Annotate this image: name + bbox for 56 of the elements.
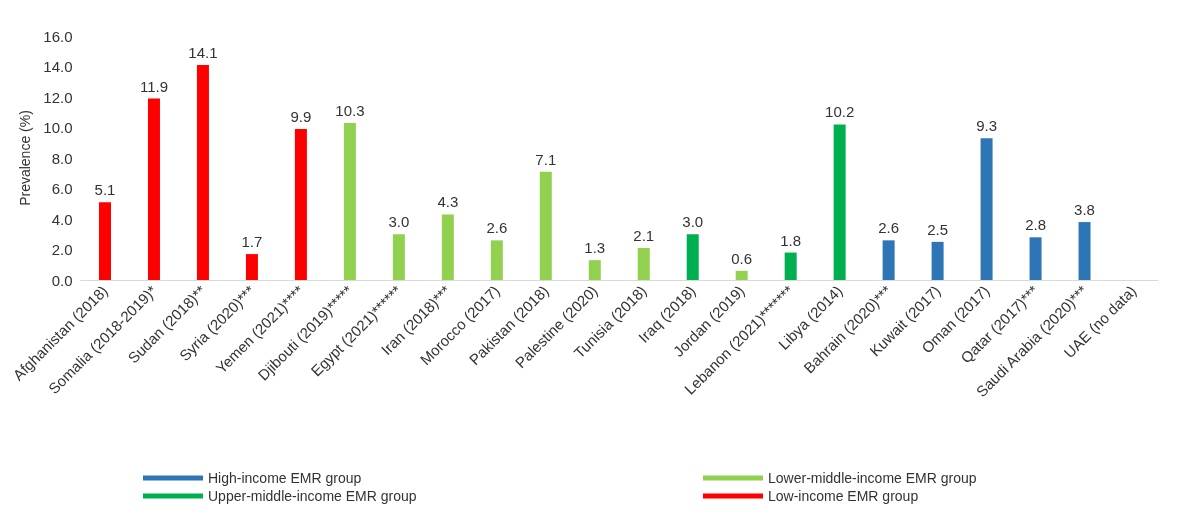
bar [99,202,111,280]
data-label: 1.3 [584,239,606,257]
data-label: 9.9 [290,108,312,126]
legend-label: Upper-middle-income EMR group [208,488,417,504]
data-label: 2.8 [1025,216,1046,234]
bar [686,234,699,280]
data-label: 2.1 [633,226,655,244]
data-label: 3.0 [388,213,410,231]
bar [343,122,356,280]
y-tick-label: 6.0 [51,180,73,197]
bar [490,240,503,280]
bar [931,241,944,280]
bar [784,252,797,280]
bar [637,247,650,280]
y-tick-label: 8.0 [51,149,73,167]
data-label: 0.6 [731,249,753,267]
data-label: 4.3 [437,193,459,211]
data-label: 1.8 [780,231,802,249]
bar [147,98,160,280]
data-label: 5.1 [94,181,116,199]
legend-label: Low-income EMR group [768,488,919,504]
bar [392,234,405,280]
bar [245,254,258,280]
y-axis-title: Prevalence (%) [17,110,34,206]
y-tick-label: 16.0 [43,27,73,45]
bar [833,124,846,280]
bar [539,171,552,280]
data-label: 1.7 [241,233,263,251]
data-label: 11.9 [139,77,169,95]
bar [735,270,748,280]
data-label: 7.1 [535,150,557,168]
y-tick-label: 4.0 [51,210,73,228]
bar [588,260,601,280]
y-tick-label: 14.0 [43,58,73,75]
y-tick-label: 0.0 [51,271,73,289]
data-label: 10.3 [335,101,365,119]
legend-label: Lower-middle-income EMR group [768,470,977,486]
bar [294,129,307,280]
y-tick-label: 2.0 [51,241,73,258]
data-label: 3.0 [682,213,704,231]
data-label: 10.2 [825,103,855,121]
data-label: 3.8 [1074,201,1095,219]
data-label: 2.6 [878,219,900,237]
data-label: 9.3 [976,117,998,135]
bar [1029,237,1042,280]
legend-label: High-income EMR group [208,470,362,486]
y-tick-label: 12.0 [43,88,73,106]
y-tick-label: 10.0 [43,119,73,136]
data-label: 2.5 [927,220,949,238]
data-label: 2.6 [486,219,508,237]
bar [882,240,895,280]
bar [1078,222,1091,280]
bar [980,138,993,280]
bar [196,64,209,280]
bar [441,214,454,280]
data-label: 14.1 [188,43,218,61]
